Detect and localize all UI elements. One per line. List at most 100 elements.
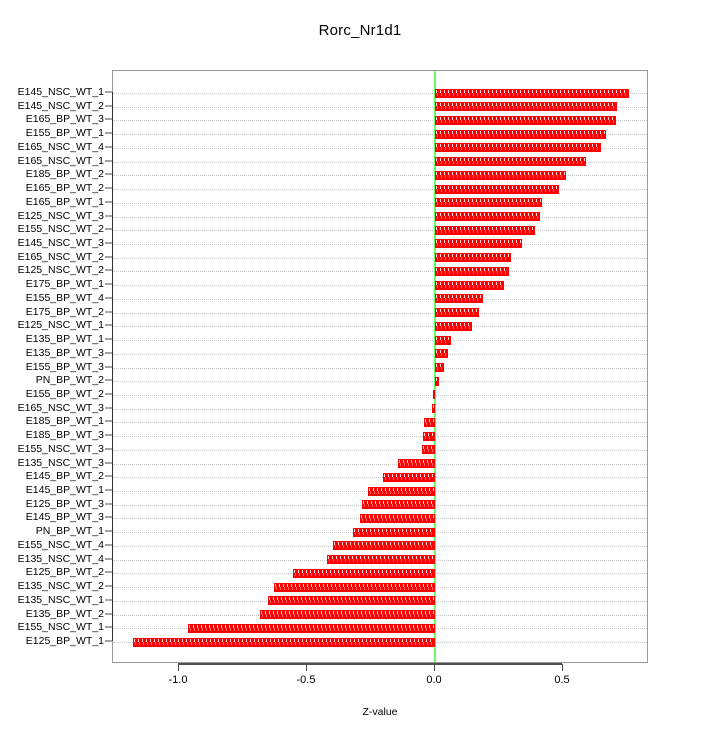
plot-inner	[113, 71, 647, 662]
y-axis-tick	[105, 379, 112, 381]
bar-hatch	[437, 174, 565, 178]
gridline	[113, 367, 647, 369]
bar	[268, 596, 435, 606]
x-axis-tick-label: 0.5	[554, 674, 570, 686]
y-axis-tick-label: E145_NSC_WT_1	[17, 85, 104, 98]
bar	[435, 157, 587, 167]
y-axis-tick-label: E125_NSC_WT_3	[17, 209, 104, 222]
bar	[132, 637, 435, 647]
y-axis-tick	[105, 366, 112, 367]
bar	[292, 568, 435, 578]
y-axis-tick	[105, 352, 112, 354]
bar	[435, 363, 444, 372]
y-axis-tick	[105, 146, 112, 148]
bar-hatch	[437, 325, 471, 329]
gridline	[113, 340, 647, 342]
bar	[435, 225, 536, 235]
y-axis-tick	[105, 215, 112, 217]
bar-hatch	[437, 229, 534, 233]
y-axis-tick	[105, 434, 112, 436]
y-axis-tick	[105, 201, 112, 203]
bar	[435, 143, 601, 153]
bar-hatch	[399, 463, 433, 467]
bar-hatch	[437, 298, 482, 302]
bar	[423, 417, 435, 427]
y-axis-tick-label: E155_BP_WT_3	[25, 360, 104, 373]
y-axis-tick	[105, 324, 112, 326]
gridline	[113, 134, 647, 136]
y-axis-tick-label: E125_NSC_WT_2	[17, 264, 104, 277]
y-axis-tick-label: E165_BP_WT_2	[25, 181, 104, 194]
y-axis-tick	[105, 571, 112, 573]
gridline	[113, 175, 647, 177]
bar-hatch	[361, 517, 433, 521]
y-axis-tick-label: E125_NSC_WT_1	[17, 319, 104, 332]
chart-title: Rorc_Nr1d1	[318, 22, 402, 39]
y-axis-tick-label: E145_NSC_WT_2	[17, 99, 104, 112]
bar-hatch	[437, 312, 478, 316]
y-axis-tick-label: E135_BP_WT_1	[25, 332, 104, 345]
y-axis-tick-label: E155_NSC_WT_4	[17, 538, 104, 551]
x-axis-tick	[306, 664, 307, 671]
x-axis-tick-label: 0.0	[426, 674, 442, 686]
gridline	[113, 436, 647, 438]
y-axis-tick	[105, 503, 112, 505]
gridline	[113, 422, 647, 424]
gridline	[113, 298, 647, 300]
y-axis-tick	[105, 228, 112, 230]
gridline	[113, 381, 647, 383]
bar-hatch	[437, 119, 614, 123]
bar	[435, 170, 567, 180]
y-axis-tick	[105, 516, 112, 518]
y-axis-tick-label: PN_BP_WT_2	[35, 373, 104, 386]
y-axis-tick	[105, 187, 112, 189]
bar-hatch	[437, 284, 503, 288]
gridline	[113, 202, 647, 204]
y-axis-tick-label: E125_BP_WT_2	[25, 566, 104, 579]
y-axis-tick	[105, 420, 112, 422]
gridline	[113, 93, 647, 94]
gridline	[113, 216, 647, 218]
bar-hatch	[134, 641, 433, 645]
bar-hatch	[437, 106, 616, 110]
bar-hatch	[437, 367, 442, 370]
y-axis-labels: E145_NSC_WT_1 E145_NSC_WT_2 E165_BP_WT_3 E1…	[0, 70, 104, 663]
gridline	[113, 312, 647, 314]
y-axis-tick-label: E185_BP_WT_1	[25, 415, 104, 428]
y-axis-tick-label: E135_BP_WT_2	[25, 607, 104, 620]
bar-hatch	[355, 531, 433, 535]
bar-hatch	[437, 216, 538, 220]
gridline	[113, 147, 647, 149]
y-axis-tick-label: E125_BP_WT_1	[25, 634, 104, 647]
y-axis-tick-label: E165_BP_WT_3	[25, 113, 104, 126]
bar	[359, 513, 435, 523]
bar	[432, 390, 435, 400]
bar	[435, 184, 559, 194]
y-axis-tick	[105, 407, 112, 409]
y-axis-tick	[105, 256, 112, 258]
gridline	[113, 408, 647, 410]
gridline	[113, 243, 647, 245]
y-axis-tick-label: E145_BP_WT_2	[25, 470, 104, 483]
bar-hatch	[437, 270, 507, 274]
y-axis-tick-label: E135_NSC_WT_2	[17, 579, 104, 592]
y-axis-tick	[105, 613, 112, 615]
bar-hatch	[437, 202, 540, 206]
y-axis-tick	[105, 544, 112, 546]
y-axis-tick	[105, 558, 112, 560]
gridline	[113, 449, 647, 451]
bar	[326, 555, 435, 565]
bar	[367, 486, 435, 496]
bar-hatch	[369, 490, 433, 494]
bar	[273, 582, 435, 592]
bar-hatch	[437, 133, 604, 137]
bar	[435, 294, 484, 304]
bar-hatch	[270, 600, 433, 604]
y-axis-tick	[105, 530, 112, 532]
gridline	[113, 271, 647, 273]
y-axis-tick-label: E155_BP_WT_1	[25, 126, 104, 139]
y-axis-tick-label: E175_BP_WT_2	[25, 305, 104, 318]
y-axis-tick	[105, 283, 112, 285]
x-axis-tick	[562, 664, 563, 671]
